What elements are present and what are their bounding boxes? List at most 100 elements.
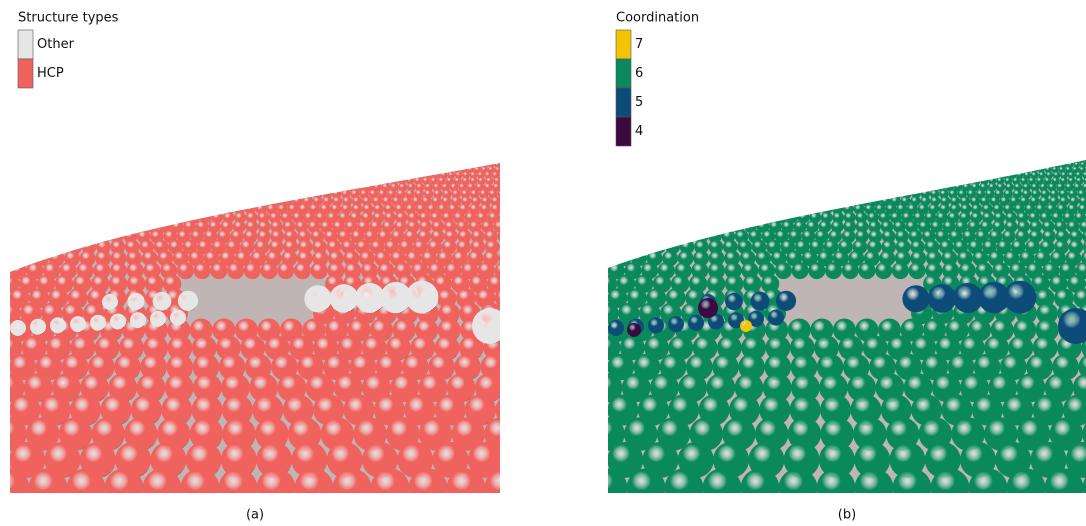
atom [1049, 157, 1055, 163]
atom [242, 171, 250, 179]
legend-swatch [616, 30, 631, 59]
atom [761, 157, 767, 163]
atom [345, 157, 351, 163]
atom [51, 166, 58, 173]
atom [913, 171, 921, 179]
atom [304, 189, 313, 198]
atom [725, 162, 731, 168]
atom [890, 157, 896, 163]
atom [10, 320, 26, 336]
atom [617, 189, 626, 198]
atom [339, 157, 345, 163]
atom [895, 166, 902, 173]
atom [641, 230, 655, 244]
atom [30, 166, 37, 173]
atom [431, 162, 437, 168]
atom [248, 177, 256, 185]
atom [146, 166, 153, 173]
atom [755, 189, 764, 198]
atom [215, 166, 222, 173]
atom [722, 196, 732, 206]
atom [254, 162, 260, 168]
atom [338, 166, 345, 173]
atom [463, 162, 469, 168]
atom [277, 189, 286, 198]
legend-label: 4 [635, 124, 643, 139]
atom [941, 162, 947, 168]
atom [18, 177, 26, 185]
atom [751, 171, 759, 179]
atom [803, 171, 811, 179]
atom [193, 196, 203, 206]
atom [398, 157, 404, 163]
atom [725, 204, 736, 215]
atom [260, 162, 266, 168]
atom [35, 196, 45, 206]
atom [231, 189, 240, 198]
atom [34, 177, 42, 185]
atom [219, 183, 228, 192]
atom [640, 177, 648, 185]
atom [278, 171, 286, 179]
atom [834, 183, 843, 192]
atom [374, 157, 380, 163]
atom [877, 183, 886, 192]
atom [13, 162, 19, 168]
atom [814, 157, 820, 163]
atom [600, 250, 616, 266]
atom [67, 468, 106, 507]
atom [183, 171, 191, 179]
atom [637, 212, 649, 224]
atom [990, 157, 996, 163]
atom [740, 183, 749, 192]
atom [727, 189, 736, 198]
atom [104, 196, 114, 206]
atom [730, 497, 772, 526]
atom [898, 171, 906, 179]
atom [10, 189, 19, 198]
atom [472, 308, 508, 344]
atom [603, 196, 613, 206]
atom [191, 204, 202, 215]
atom [744, 166, 751, 173]
atom [273, 162, 279, 168]
atom [751, 166, 758, 173]
atom [322, 183, 331, 192]
atom [626, 157, 632, 163]
atom [589, 468, 628, 507]
atom [0, 204, 10, 215]
atom [333, 468, 372, 507]
atom [343, 162, 349, 168]
atom [631, 157, 637, 163]
atom [19, 189, 28, 198]
atom [785, 166, 792, 173]
atom [297, 166, 304, 173]
atom [337, 497, 379, 526]
atom [116, 157, 122, 163]
atom [672, 196, 682, 206]
atom [914, 157, 920, 163]
atom [18, 250, 34, 266]
atom [718, 189, 727, 198]
atom [970, 166, 977, 173]
atom [499, 212, 511, 224]
atom [810, 171, 818, 179]
atom [372, 166, 379, 173]
atom [330, 284, 359, 313]
atom [942, 166, 949, 173]
atom [643, 162, 649, 168]
atom [725, 293, 742, 310]
atom [380, 157, 386, 163]
atom [776, 291, 796, 311]
atom [791, 196, 801, 206]
atom [660, 212, 672, 224]
atom [1058, 497, 1086, 526]
atom [235, 162, 241, 168]
atom [703, 177, 711, 185]
atom [400, 162, 406, 168]
atom [146, 162, 152, 168]
atom [204, 157, 210, 163]
atom [966, 162, 972, 168]
atom [633, 196, 643, 206]
atom [906, 171, 914, 179]
